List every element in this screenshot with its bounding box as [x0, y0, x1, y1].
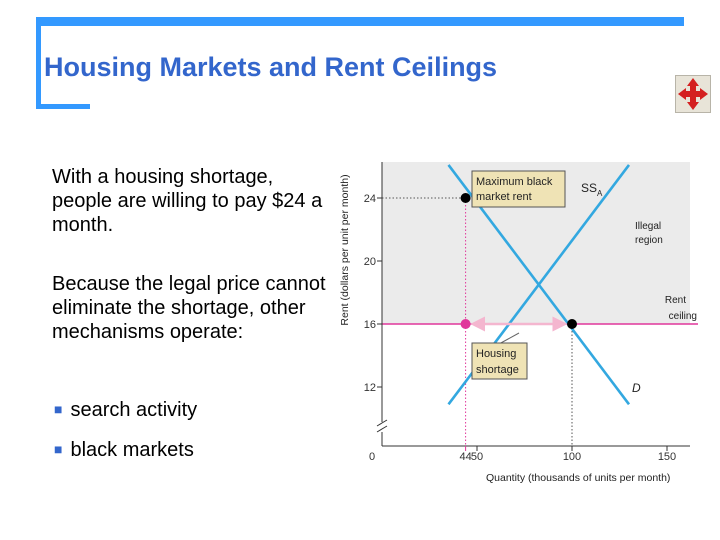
rent-ceiling-label-2: ceiling	[669, 311, 697, 322]
y-axis-label: Rent (dollars per unit per month)	[339, 174, 351, 325]
shortage-connector	[498, 332, 520, 345]
d-curve-label: D	[632, 381, 641, 395]
point-1	[460, 319, 471, 329]
illegal-region-label-2: region	[635, 235, 663, 246]
title-frame-bottom	[36, 104, 90, 109]
annotation-housing-shortage: Housing shortage	[471, 342, 528, 380]
x-tick-label-0: 0	[369, 451, 375, 463]
illegal-region-label: Illegal	[635, 221, 661, 232]
annotation-max-black-market-rent: Maximum black market rent	[471, 170, 566, 208]
title-frame-left	[36, 17, 41, 109]
point-2	[567, 319, 577, 329]
rent-ceiling-label: Rent	[665, 295, 686, 306]
x-tick-label-highlight: 44	[459, 451, 471, 463]
svg-text:shortage: shortage	[476, 364, 519, 376]
x-tick-label-150: 150	[658, 451, 676, 463]
x-axis-label: Quantity (thousands of units per month)	[486, 472, 670, 484]
y-tick-label-24: 24	[364, 193, 376, 205]
svg-text:market rent: market rent	[476, 191, 532, 203]
ss-curve-label: SSA	[581, 181, 603, 198]
nav-button[interactable]	[675, 75, 711, 113]
paragraph-willingness: With a housing shortage, people are will…	[52, 166, 323, 236]
y-axis-break-1	[376, 419, 388, 427]
y-axis-break-2	[376, 425, 388, 433]
bullet-black-markets: ■ black markets	[54, 439, 194, 461]
four-way-arrow-icon	[678, 78, 708, 110]
y-tick-label-16: 16	[364, 319, 376, 331]
title-frame-top	[36, 17, 684, 26]
bullet-search-activity: ■ search activity	[54, 399, 198, 421]
slide-title: Housing Markets and Rent Ceilings	[44, 52, 498, 82]
svg-text:Housing: Housing	[476, 348, 516, 360]
svg-text:Maximum black: Maximum black	[476, 176, 553, 188]
y-tick-label-20: 20	[364, 256, 376, 268]
y-tick-label-12: 12	[364, 382, 376, 394]
paragraph-mechanisms: Because the legal price cannot eliminate…	[52, 273, 326, 343]
x-tick-label-100: 100	[563, 451, 581, 463]
x-tick-label-50: 50	[471, 451, 483, 463]
point-0	[460, 193, 471, 203]
